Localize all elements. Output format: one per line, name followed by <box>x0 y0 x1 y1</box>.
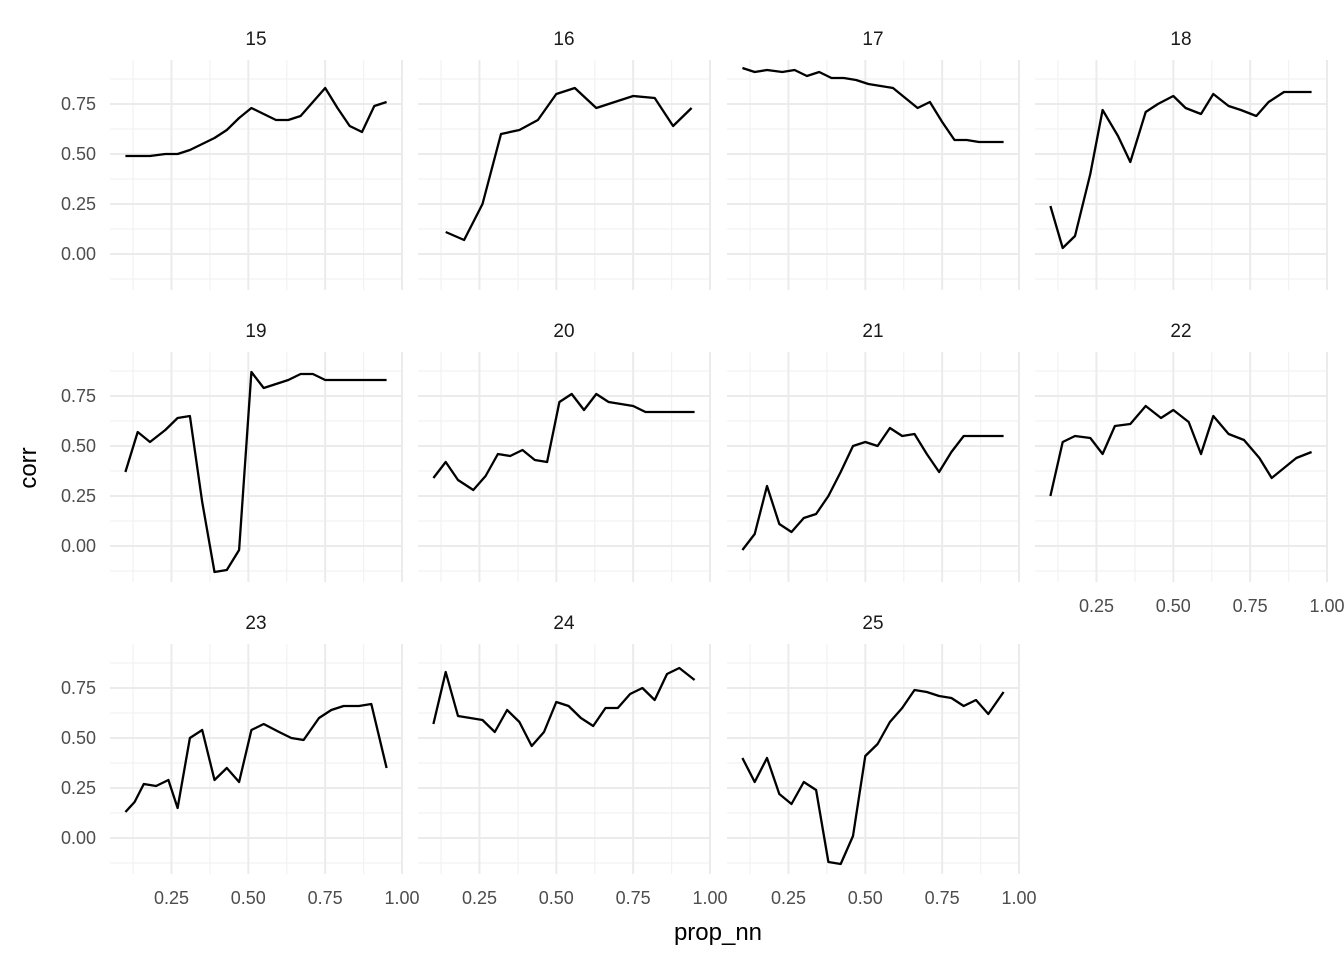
y-tick-label: 0.50 <box>61 436 96 456</box>
series-line <box>741 426 1004 551</box>
x-tick-label: 0.50 <box>848 888 883 908</box>
facet-panel: 25 0.25 0.50 0.75 1.00 <box>727 613 1037 908</box>
y-tick-label: 0.75 <box>61 386 96 406</box>
x-tick-label: 1.00 <box>692 888 727 908</box>
x-tick-label: 0.75 <box>1233 596 1268 616</box>
facet-strip-label: 25 <box>862 613 883 634</box>
x-tick-label: 0.25 <box>462 888 497 908</box>
facet-panel: 19 0.00 0.25 0.50 0.75 <box>61 321 403 582</box>
series-line <box>432 666 696 748</box>
facet-panel: 18 <box>1035 29 1328 290</box>
facet-strip-label: 16 <box>553 29 574 50</box>
facet-strip-label: 22 <box>1170 321 1191 342</box>
x-tick-label: 0.25 <box>1079 596 1114 616</box>
x-tick-label: 1.00 <box>1309 596 1344 616</box>
y-tick-label: 0.00 <box>61 244 96 264</box>
x-tick-label: 0.75 <box>925 888 960 908</box>
facet-panel: 24 0.25 0.50 0.75 1.00 <box>418 613 728 908</box>
facet-strip-label: 18 <box>1170 29 1191 50</box>
y-tick-label: 0.75 <box>61 678 96 698</box>
x-tick-label: 0.25 <box>154 888 189 908</box>
series-line <box>742 66 1004 144</box>
y-tick-label: 0.25 <box>61 194 96 214</box>
x-tick-label: 1.00 <box>384 888 419 908</box>
series-line <box>1049 404 1313 497</box>
facet-panel: 23 0.00 0.25 0.50 0.75 0.25 0.50 0.75 1.00 <box>61 613 420 908</box>
y-tick-label: 0.25 <box>61 486 96 506</box>
facet-panel: 17 <box>727 29 1020 290</box>
y-tick-label: 0.75 <box>61 94 96 114</box>
y-tick-label: 0.50 <box>61 144 96 164</box>
series-line <box>1049 90 1312 250</box>
series-line <box>124 370 387 574</box>
series-line <box>432 392 695 492</box>
x-axis-title: prop_nn <box>674 919 762 946</box>
x-tick-label: 0.50 <box>539 888 574 908</box>
facet-strip-label: 24 <box>553 613 575 634</box>
facet-strip-label: 23 <box>245 613 266 634</box>
facet-panel: 16 <box>418 29 711 290</box>
x-tick-label: 1.00 <box>1001 888 1036 908</box>
series-line <box>125 86 387 158</box>
facet-strip-label: 17 <box>862 29 883 50</box>
y-tick-label: 0.50 <box>61 728 96 748</box>
facet-strip-label: 15 <box>245 29 266 50</box>
facet-strip-label: 21 <box>862 321 883 342</box>
x-tick-label: 0.75 <box>616 888 651 908</box>
series-line <box>124 702 388 813</box>
x-tick-label: 0.75 <box>308 888 343 908</box>
facet-strip-label: 19 <box>245 321 266 342</box>
facet-strip-label: 20 <box>553 321 574 342</box>
x-tick-label: 0.25 <box>771 888 806 908</box>
series-line <box>445 86 693 242</box>
facet-panel: 15 0.00 0.25 0.50 0.75 <box>61 29 403 290</box>
series-line <box>741 688 1005 866</box>
x-tick-label: 0.50 <box>231 888 266 908</box>
y-axis-title: corr <box>15 447 42 488</box>
facet-panel: 21 <box>727 321 1020 582</box>
facet-panel: 22 0.25 0.50 0.75 1.00 <box>1035 321 1344 616</box>
y-tick-label: 0.00 <box>61 536 96 556</box>
y-tick-label: 0.25 <box>61 778 96 798</box>
x-tick-label: 0.50 <box>1156 596 1191 616</box>
facet-panel: 20 <box>418 321 711 582</box>
y-tick-label: 0.00 <box>61 828 96 848</box>
